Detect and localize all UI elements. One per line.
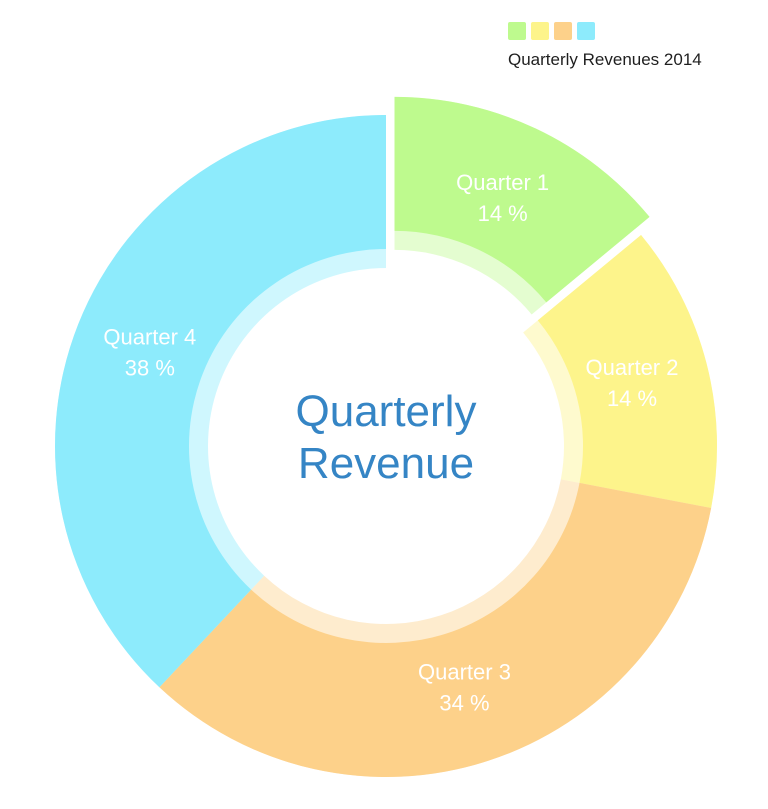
legend-swatch-quarter-4[interactable] [577, 22, 595, 40]
slice-quarter-3[interactable] [159, 482, 712, 777]
legend-swatches [508, 22, 702, 40]
legend-title: Quarterly Revenues 2014 [508, 50, 702, 69]
slice-quarter-2[interactable] [537, 235, 717, 509]
legend-swatch-quarter-1[interactable] [508, 22, 526, 40]
legend: Quarterly Revenues 2014 [508, 22, 702, 70]
legend-swatch-quarter-2[interactable] [531, 22, 549, 40]
slice-group-3: Quarter 334 % [159, 479, 712, 777]
slice-quarter-4[interactable] [54, 115, 387, 688]
slice-group-4: Quarter 438 % [54, 115, 387, 688]
slice-quarter-1[interactable] [394, 96, 650, 303]
legend-swatch-quarter-3[interactable] [554, 22, 572, 40]
